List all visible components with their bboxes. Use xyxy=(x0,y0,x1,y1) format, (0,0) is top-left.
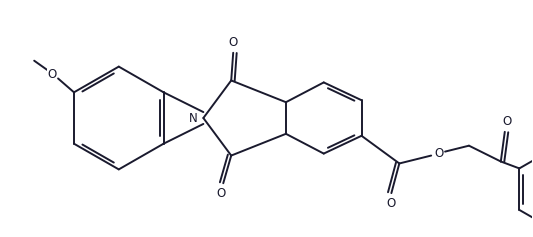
Text: O: O xyxy=(502,115,511,128)
Text: N: N xyxy=(189,111,198,124)
Text: O: O xyxy=(387,197,396,210)
Text: O: O xyxy=(47,68,56,81)
Text: O: O xyxy=(229,36,238,49)
Text: O: O xyxy=(434,147,444,160)
Text: O: O xyxy=(216,187,226,200)
